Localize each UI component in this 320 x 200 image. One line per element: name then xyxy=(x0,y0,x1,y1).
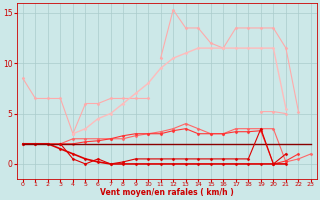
X-axis label: Vent moyen/en rafales ( km/h ): Vent moyen/en rafales ( km/h ) xyxy=(100,188,234,197)
